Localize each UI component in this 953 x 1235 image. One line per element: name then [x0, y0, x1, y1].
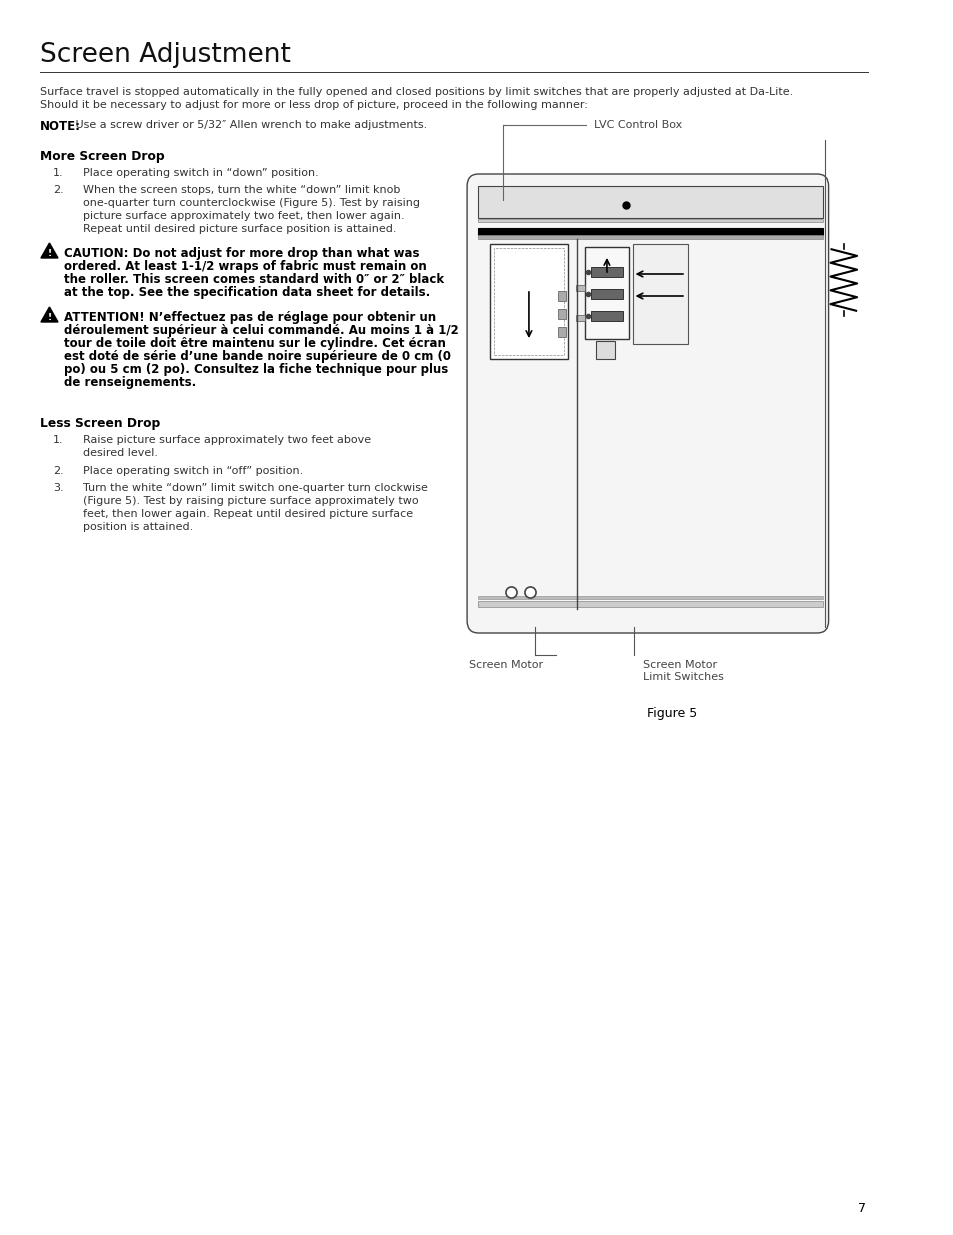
Bar — [477, 219, 822, 222]
Bar — [575, 315, 584, 321]
Bar — [590, 267, 622, 277]
Text: Screen Motor
Limit Switches: Screen Motor Limit Switches — [642, 659, 723, 682]
Text: NOTE:: NOTE: — [40, 120, 81, 133]
Text: Screen Motor: Screen Motor — [469, 659, 542, 671]
Text: CAUTION: Do not adjust for more drop than what was: CAUTION: Do not adjust for more drop tha… — [64, 247, 418, 261]
Text: Less Screen Drop: Less Screen Drop — [40, 417, 160, 430]
Text: Place operating switch in “down” position.: Place operating switch in “down” positio… — [83, 168, 318, 178]
Text: feet, then lower again. Repeat until desired picture surface: feet, then lower again. Repeat until des… — [83, 509, 413, 519]
Text: Surface travel is stopped automatically in the fully opened and closed positions: Surface travel is stopped automatically … — [40, 86, 792, 98]
Bar — [590, 311, 622, 321]
Text: desired level.: desired level. — [83, 448, 157, 458]
Text: position is attained.: position is attained. — [83, 522, 193, 532]
Text: 2.: 2. — [53, 185, 64, 195]
Text: Figure 5: Figure 5 — [647, 706, 697, 720]
Text: est doté de série d’une bande noire supérieure de 0 cm (0: est doté de série d’une bande noire supé… — [64, 350, 450, 363]
Text: Raise picture surface approximately two feet above: Raise picture surface approximately two … — [83, 435, 371, 445]
Text: déroulement supérieur à celui commandé. Au moins 1 à 1/2: déroulement supérieur à celui commandé. … — [64, 324, 458, 337]
Text: Use a screw driver or 5/32″ Allen wrench to make adjustments.: Use a screw driver or 5/32″ Allen wrench… — [72, 120, 427, 130]
Text: Screen Adjustment: Screen Adjustment — [40, 42, 291, 68]
Text: (Figure 5). Test by raising picture surface approximately two: (Figure 5). Test by raising picture surf… — [83, 496, 418, 506]
Text: Place operating switch in “off” position.: Place operating switch in “off” position… — [83, 466, 303, 475]
Text: ATTENTION! N’effectuez pas de réglage pour obtenir un: ATTENTION! N’effectuez pas de réglage po… — [64, 311, 436, 324]
Bar — [477, 597, 822, 599]
Text: 1.: 1. — [53, 168, 64, 178]
Text: When the screen stops, turn the white “down” limit knob: When the screen stops, turn the white “d… — [83, 185, 399, 195]
Bar — [575, 285, 584, 291]
Text: po) ou 5 cm (2 po). Consultez la fiche technique pour plus: po) ou 5 cm (2 po). Consultez la fiche t… — [64, 363, 448, 375]
Text: Repeat until desired picture surface position is attained.: Repeat until desired picture surface pos… — [83, 224, 395, 233]
Text: LVC Control Box: LVC Control Box — [593, 120, 681, 130]
FancyBboxPatch shape — [467, 174, 828, 634]
Text: 1.: 1. — [53, 435, 64, 445]
Text: Should it be necessary to adjust for more or less drop of picture, proceed in th: Should it be necessary to adjust for mor… — [40, 100, 587, 110]
Bar — [477, 186, 822, 219]
Bar — [558, 327, 565, 337]
Bar — [558, 291, 565, 301]
Text: the roller. This screen comes standard with 0″ or 2″ black: the roller. This screen comes standard w… — [64, 273, 443, 287]
Text: Turn the white “down” limit switch one-quarter turn clockwise: Turn the white “down” limit switch one-q… — [83, 483, 427, 493]
Bar — [596, 341, 615, 359]
Text: More Screen Drop: More Screen Drop — [40, 149, 165, 163]
Bar — [477, 601, 822, 606]
Bar — [558, 309, 565, 319]
Text: tour de toile doit être maintenu sur le cylindre. Cet écran: tour de toile doit être maintenu sur le … — [64, 337, 445, 350]
Bar — [584, 247, 628, 338]
Text: !: ! — [48, 312, 51, 322]
Text: one-quarter turn counterclockwise (Figure 5). Test by raising: one-quarter turn counterclockwise (Figur… — [83, 198, 419, 207]
Text: picture surface approximately two feet, then lower again.: picture surface approximately two feet, … — [83, 211, 404, 221]
Text: ordered. At least 1-1/2 wraps of fabric must remain on: ordered. At least 1-1/2 wraps of fabric … — [64, 261, 426, 273]
Text: 3.: 3. — [53, 483, 64, 493]
Bar — [632, 245, 687, 345]
Polygon shape — [41, 243, 58, 258]
Text: de renseignements.: de renseignements. — [64, 375, 195, 389]
Text: 7: 7 — [857, 1202, 864, 1215]
Bar — [590, 289, 622, 299]
Bar — [494, 248, 563, 354]
Polygon shape — [41, 308, 58, 322]
Bar — [490, 245, 567, 359]
Bar — [477, 228, 822, 235]
Text: !: ! — [48, 249, 51, 258]
Text: at the top. See the specification data sheet for details.: at the top. See the specification data s… — [64, 287, 430, 299]
Text: 2.: 2. — [53, 466, 64, 475]
Bar — [477, 235, 822, 240]
